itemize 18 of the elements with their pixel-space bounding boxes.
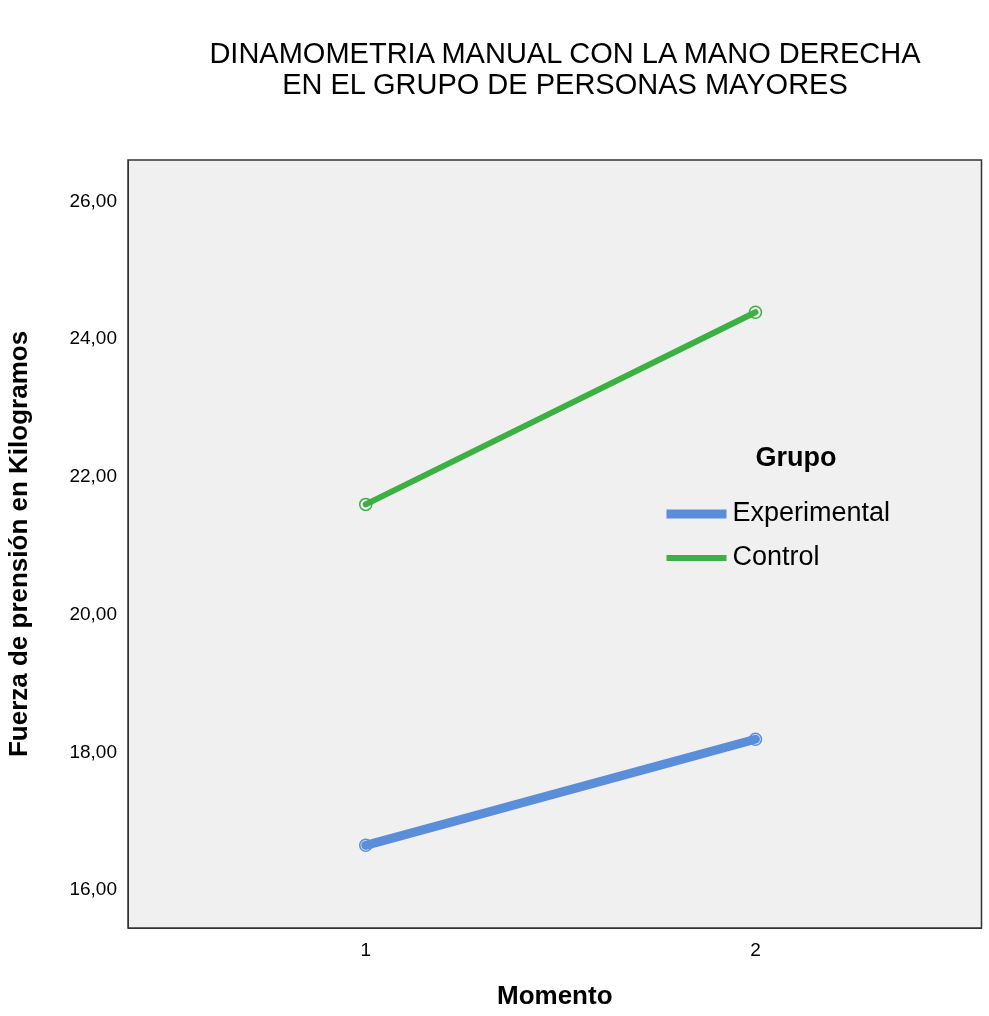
legend-label: Experimental: [732, 497, 891, 528]
point: [358, 838, 373, 853]
y-tick-label: 22,00: [69, 465, 117, 487]
legend-label: Control: [732, 541, 820, 572]
legend-title: Grupo: [755, 442, 837, 473]
y-axis-title: Fuerza de prensión en Kilogramos: [2, 330, 33, 758]
y-tick-label: 20,00: [69, 602, 117, 624]
x-tick-label: 1: [360, 938, 372, 960]
chart-title: DINAMOMETRIA MANUAL CON LA MANO DERECHA EN EL GRUPO DE PERSONAS MAYORES: [208, 37, 922, 100]
y-tick-label: 18,00: [69, 740, 117, 762]
point: [748, 305, 763, 319]
point: [358, 497, 373, 512]
y-tick-label: 26,00: [69, 189, 117, 211]
y-tick-label: 16,00: [69, 878, 117, 900]
x-tick-label: 2: [750, 938, 761, 960]
y-tick-label: 24,00: [69, 327, 117, 349]
x-axis-title: Momento: [496, 979, 613, 1010]
point: [748, 732, 763, 747]
